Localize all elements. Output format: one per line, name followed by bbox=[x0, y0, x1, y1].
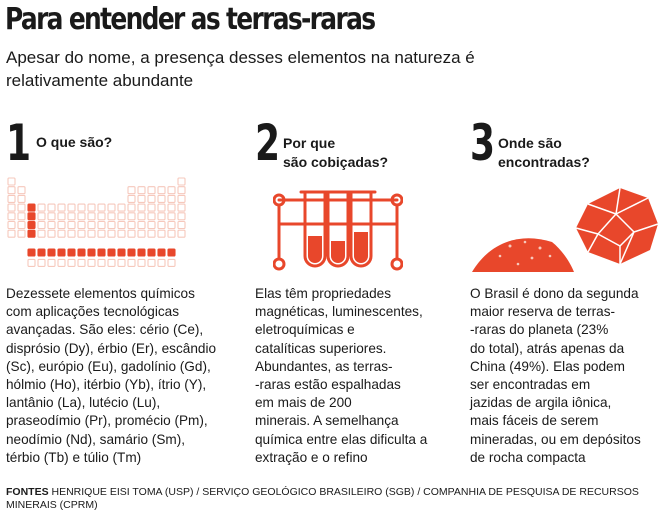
sources-label: FONTES bbox=[6, 486, 49, 498]
periodic-table-icon bbox=[7, 177, 186, 267]
section-text: O Brasil é dono da segunda maior reserva… bbox=[470, 286, 641, 465]
section-number: 1 bbox=[6, 114, 32, 172]
page-subtitle: Apesar do nome, a presença desses elemen… bbox=[6, 48, 475, 90]
sources-text: HENRIQUE EISI TOMA (USP) / SERVIÇO GEOLÓ… bbox=[6, 486, 639, 511]
page-title: Para entender as terras-raras bbox=[5, 2, 376, 37]
sources-note: FONTES HENRIQUE EISI TOMA (USP) / SERVIÇ… bbox=[6, 486, 656, 512]
section-number: 3 bbox=[470, 114, 496, 172]
section-question: O que são? bbox=[36, 134, 113, 150]
section-question: Por que são cobiçadas? bbox=[283, 135, 389, 170]
section-text: Dezessete elementos químicos com aplicaç… bbox=[6, 286, 217, 465]
clay-and-rock-icon bbox=[472, 187, 659, 272]
section-text: Elas têm propriedades magnéticas, lumine… bbox=[255, 286, 428, 465]
section-number: 2 bbox=[255, 114, 281, 172]
test-tubes-icon bbox=[273, 190, 403, 271]
section-question: Onde são encontradas? bbox=[498, 135, 590, 170]
